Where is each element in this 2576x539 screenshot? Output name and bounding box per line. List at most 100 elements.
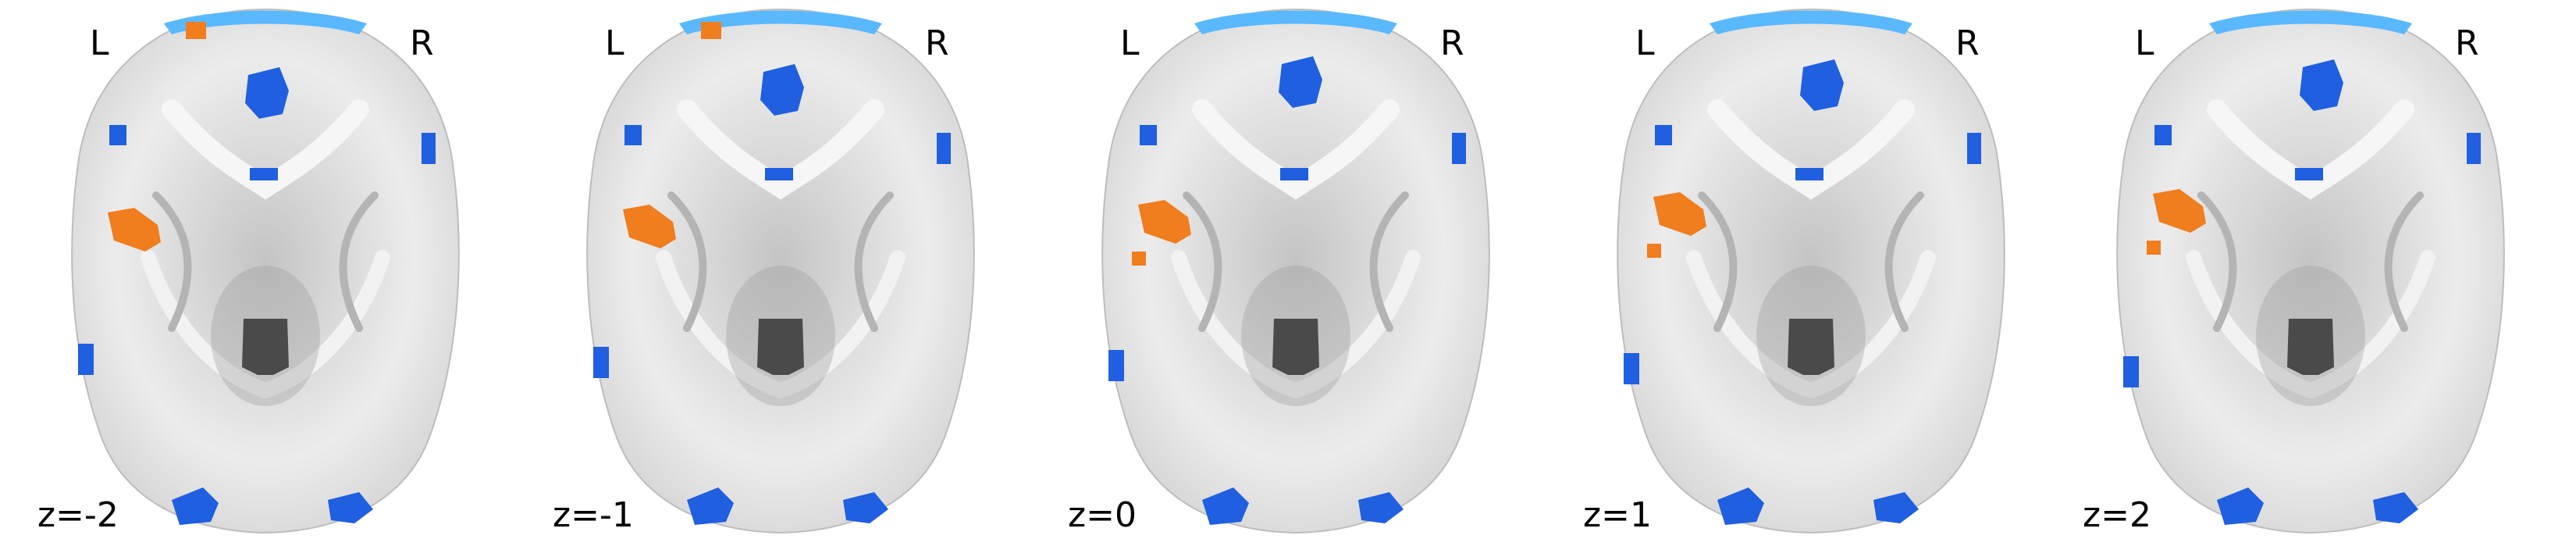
axial-brain-slice	[1617, 8, 2005, 534]
positive-cluster-frontal-pole	[701, 22, 721, 39]
insula-left	[667, 191, 707, 332]
axial-brain-slice	[1101, 8, 1490, 534]
negative-cluster-right-occipital	[1358, 492, 1404, 523]
slice-z-label: z=1	[1583, 495, 1652, 535]
insula-right	[1884, 191, 1924, 332]
left-hemisphere-label: L	[605, 23, 624, 63]
negative-cluster-left-frontal	[1655, 125, 1672, 145]
negative-cluster-right-occipital	[2373, 492, 2418, 523]
negative-cluster-frontal-rim	[1710, 10, 1912, 34]
negative-cluster-left-frontal	[109, 125, 126, 145]
positive-cluster-left-insula	[1653, 192, 1706, 236]
positive-cluster-left-insula	[108, 208, 161, 252]
negative-cluster-anterior-cingulate	[765, 168, 793, 180]
insula-left	[2197, 191, 2237, 332]
ventricle	[1272, 319, 1319, 375]
white-matter-frontal	[162, 99, 369, 200]
slice-z-label: z=0	[1068, 495, 1137, 535]
axial-slice-panel-3: L R z=0	[1046, 0, 1546, 539]
negative-cluster-left-frontal	[624, 125, 642, 145]
positive-cluster-frontal-pole	[186, 22, 206, 39]
brain-outline	[1101, 8, 1490, 534]
negative-cluster-medial-frontal	[2300, 59, 2343, 111]
negative-cluster-frontal-rim	[2209, 10, 2412, 34]
negative-cluster-left-frontal	[2154, 125, 2172, 145]
negative-cluster-right-occipital	[328, 492, 373, 523]
negative-cluster-right-occipital	[843, 492, 888, 523]
negative-cluster-right-frontal	[1967, 133, 1981, 164]
white-matter-frontal	[1707, 99, 1915, 200]
left-hemisphere-label: L	[1120, 23, 1140, 63]
negative-cluster-left-occipital	[172, 487, 219, 525]
brain-outline	[586, 8, 975, 534]
negative-cluster-medial-frontal	[1279, 56, 1322, 108]
positive-cluster-left-insula	[1138, 200, 1191, 244]
white-matter-frontal	[677, 99, 884, 200]
slice-z-label: z=2	[2083, 495, 2151, 535]
insula-right	[854, 191, 894, 332]
ventricle	[2287, 319, 2334, 375]
negative-cluster-medial-frontal	[1800, 59, 1844, 111]
axial-brain-slice	[71, 8, 460, 534]
positive-cluster-left-temporal	[1132, 252, 1146, 266]
negative-cluster-medial-frontal	[760, 64, 804, 116]
slice-z-label: z=-2	[37, 495, 119, 535]
negative-cluster-left-occipital	[1717, 487, 1764, 525]
insula-right	[1369, 191, 1409, 332]
negative-cluster-left-parietal	[593, 347, 609, 378]
negative-cluster-right-frontal	[1452, 133, 1466, 164]
negative-cluster-anterior-cingulate	[1280, 168, 1308, 180]
left-hemisphere-label: L	[1635, 23, 1655, 63]
negative-cluster-right-frontal	[937, 133, 951, 164]
axial-slice-panel-2: L R z=-1	[531, 0, 1030, 539]
negative-cluster-left-occipital	[687, 487, 734, 525]
negative-cluster-left-parietal	[2123, 356, 2139, 387]
axial-brain-slice	[2116, 8, 2505, 534]
right-hemisphere-label: R	[925, 23, 949, 63]
negative-cluster-anterior-cingulate	[250, 168, 278, 180]
positive-cluster-left-insula	[2153, 189, 2206, 233]
white-matter-frontal	[1192, 99, 1400, 200]
right-hemisphere-label: R	[1955, 23, 1980, 63]
right-hemisphere-label: R	[410, 23, 434, 63]
negative-cluster-right-frontal	[422, 133, 436, 164]
left-hemisphere-label: L	[90, 23, 109, 63]
brain-outline	[2116, 8, 2505, 534]
axial-slice-panel-1: L R z=-2	[16, 0, 515, 539]
insula-left	[1698, 191, 1738, 332]
insula-left	[152, 191, 192, 332]
slice-z-label: z=-1	[553, 495, 634, 535]
axial-brain-slice	[586, 8, 975, 534]
negative-cluster-left-parietal	[1108, 350, 1124, 381]
right-hemisphere-label: R	[1440, 23, 1464, 63]
negative-cluster-anterior-cingulate	[2295, 168, 2323, 180]
negative-cluster-frontal-rim	[679, 10, 882, 34]
negative-cluster-right-occipital	[1873, 492, 1919, 523]
insula-left	[1183, 191, 1222, 332]
brain-outline	[71, 8, 460, 534]
ventricle	[242, 319, 289, 375]
positive-cluster-left-temporal	[2147, 241, 2161, 255]
negative-cluster-left-occipital	[1202, 487, 1249, 525]
positive-cluster-left-temporal	[1647, 244, 1661, 258]
ventricle	[757, 319, 804, 375]
negative-cluster-anterior-cingulate	[1795, 168, 1823, 180]
positive-cluster-left-insula	[623, 205, 676, 248]
negative-cluster-left-frontal	[1140, 125, 1157, 145]
negative-cluster-left-parietal	[78, 344, 94, 375]
negative-cluster-frontal-rim	[164, 10, 367, 34]
axial-slice-panel-5: L R z=2	[2061, 0, 2560, 539]
white-matter-frontal	[2207, 99, 2414, 200]
insula-right	[2384, 191, 2424, 332]
negative-cluster-right-frontal	[2467, 133, 2481, 164]
negative-cluster-medial-frontal	[245, 67, 289, 119]
axial-slice-panel-4: L R z=1	[1561, 0, 2061, 539]
left-hemisphere-label: L	[2135, 23, 2154, 63]
right-hemisphere-label: R	[2455, 23, 2479, 63]
negative-cluster-frontal-rim	[1194, 10, 1397, 34]
negative-cluster-left-parietal	[1624, 353, 1639, 384]
ventricle	[1788, 319, 1834, 375]
brain-outline	[1617, 8, 2005, 534]
insula-right	[339, 191, 379, 332]
